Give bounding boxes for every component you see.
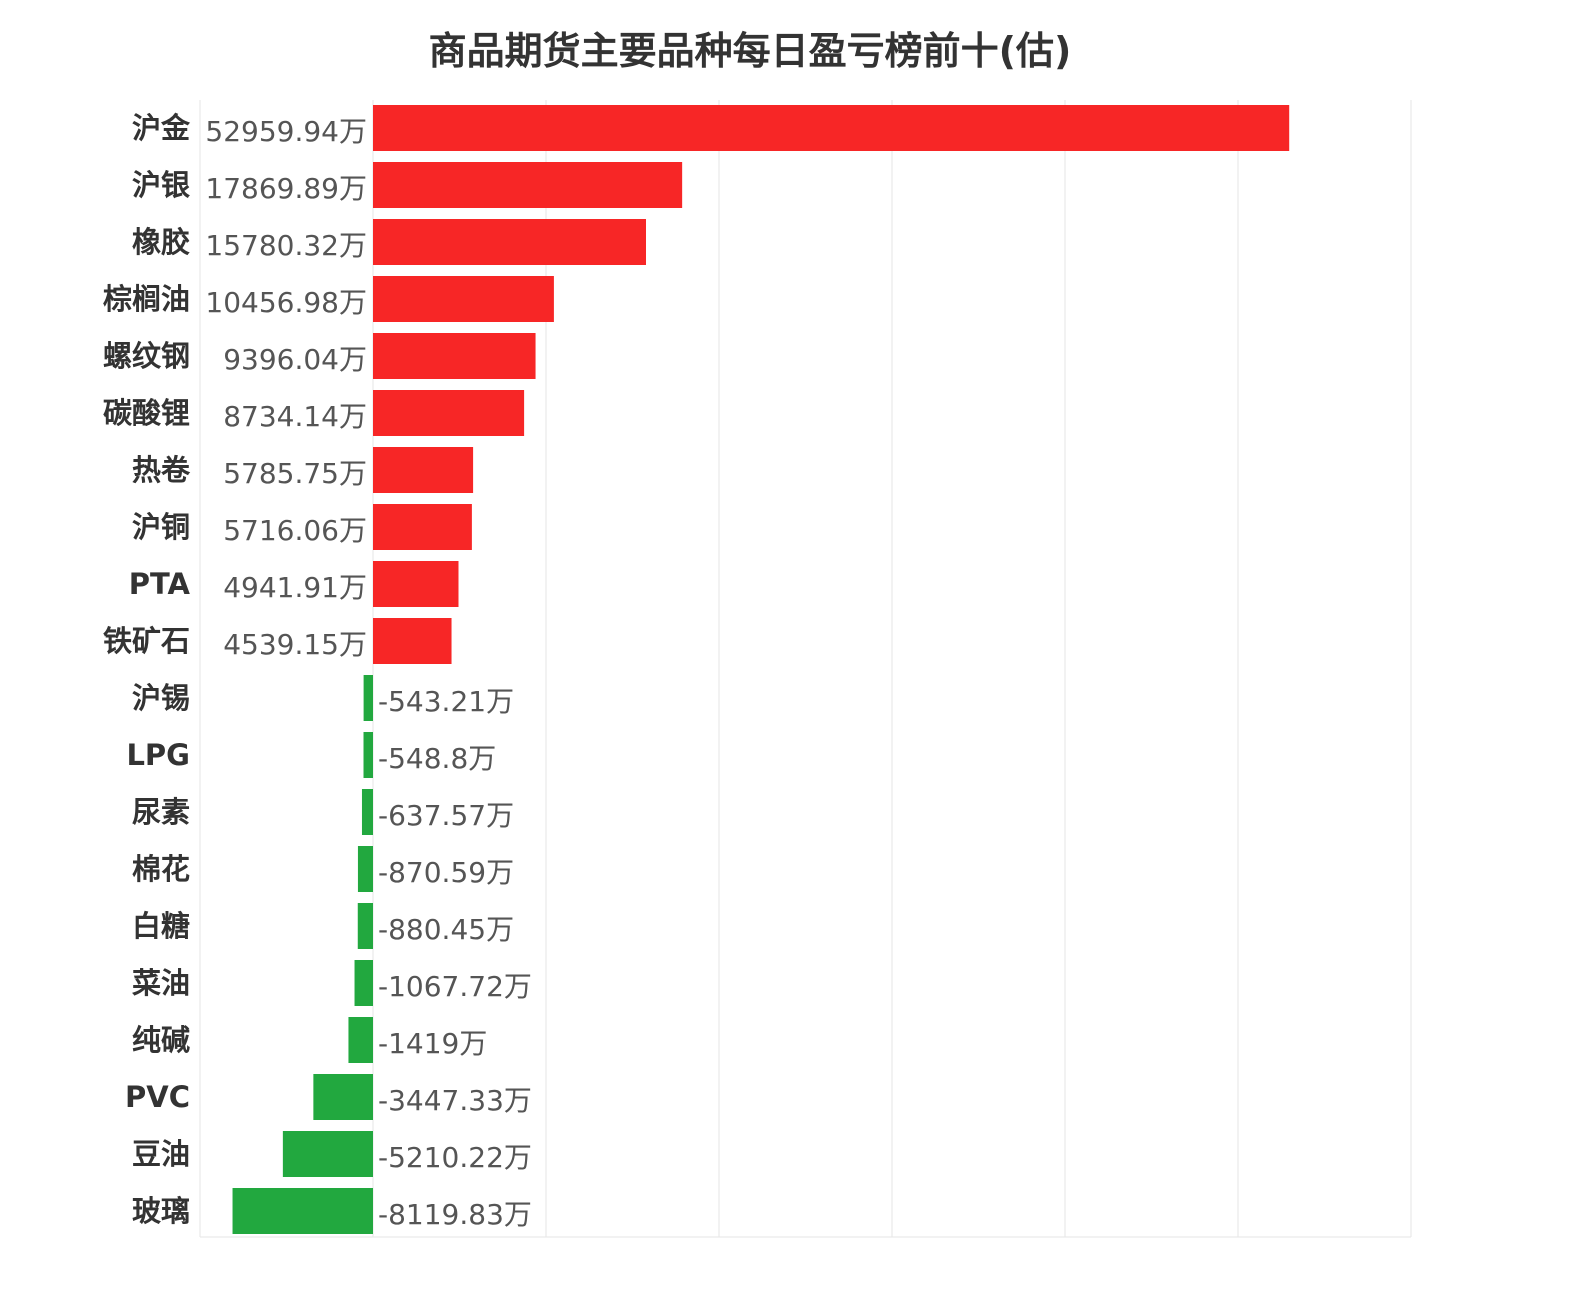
- category-label: 沪银: [132, 168, 190, 202]
- bars: [232, 105, 1290, 1234]
- bar-6: [373, 390, 525, 436]
- bar-11: [363, 675, 373, 721]
- value-label: -548.8万: [378, 742, 496, 775]
- bar-15: [357, 903, 373, 949]
- chart-title: 商品期货主要品种每日盈亏榜前十(估): [428, 29, 1072, 73]
- bar-19: [282, 1131, 373, 1177]
- value-label: -8119.83万: [378, 1198, 532, 1231]
- value-label: -1067.72万: [378, 970, 532, 1003]
- category-label: 沪锡: [132, 681, 190, 715]
- bar-8: [373, 504, 472, 550]
- value-label: -1419万: [378, 1027, 487, 1060]
- category-label: 纯碱: [132, 1023, 190, 1057]
- category-label: 玻璃: [132, 1194, 190, 1228]
- value-label: -5210.22万: [378, 1141, 532, 1174]
- gridlines: [199, 100, 1412, 1238]
- category-label: 橡胶: [132, 225, 190, 259]
- category-label: PVC: [125, 1080, 190, 1114]
- bar-1: [373, 105, 1290, 151]
- category-label: LPG: [126, 738, 190, 772]
- value-label: -637.57万: [378, 799, 514, 832]
- value-label: 15780.32万: [205, 229, 367, 262]
- bar-9: [373, 561, 459, 607]
- bar-13: [361, 789, 373, 835]
- value-label: -870.59万: [378, 856, 514, 889]
- bar-12: [363, 732, 373, 778]
- bar-16: [354, 960, 373, 1006]
- bar-2: [373, 162, 683, 208]
- category-label: 碳酸锂: [103, 396, 190, 430]
- category-label: 铁矿石: [103, 624, 190, 658]
- bar-3: [373, 219, 646, 265]
- bar-5: [373, 333, 536, 379]
- bar-17: [348, 1017, 373, 1063]
- category-label: 豆油: [132, 1137, 190, 1171]
- category-label: 螺纹钢: [103, 339, 190, 373]
- bar-14: [357, 846, 373, 892]
- bar-4: [373, 276, 554, 322]
- bar-20: [232, 1188, 373, 1234]
- value-label: 17869.89万: [205, 172, 367, 205]
- value-label: 8734.14万: [223, 400, 367, 433]
- value-label: 52959.94万: [205, 115, 367, 148]
- value-label: 5785.75万: [223, 457, 367, 490]
- value-label: 5716.06万: [223, 514, 367, 547]
- category-label: 尿素: [132, 795, 190, 829]
- value-label: 4941.91万: [223, 571, 367, 604]
- category-label: 菜油: [132, 966, 190, 1000]
- category-label: 棕榈油: [103, 282, 190, 316]
- bar-18: [313, 1074, 373, 1120]
- category-label: 热卷: [132, 453, 191, 487]
- bar-7: [373, 447, 474, 493]
- value-label: 10456.98万: [205, 286, 367, 319]
- category-label: 白糖: [132, 909, 190, 943]
- value-label: -880.45万: [378, 913, 514, 946]
- value-label: 9396.04万: [223, 343, 367, 376]
- category-label: 棉花: [132, 852, 190, 886]
- value-label: -543.21万: [378, 685, 514, 718]
- value-label: 4539.15万: [223, 628, 367, 661]
- category-label: 沪铜: [132, 510, 190, 544]
- category-label: PTA: [129, 567, 191, 601]
- value-label: -3447.33万: [378, 1084, 532, 1117]
- bar-10: [373, 618, 452, 664]
- category-label: 沪金: [132, 111, 191, 145]
